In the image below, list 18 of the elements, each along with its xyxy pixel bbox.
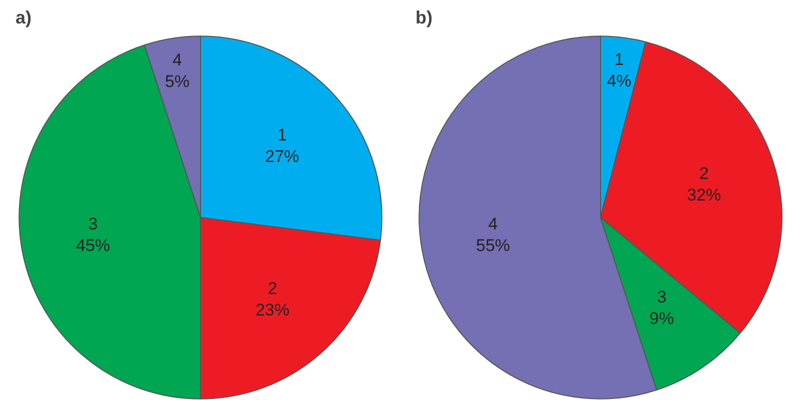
slice-label: 3 [88, 214, 98, 234]
data-label: 5% [164, 72, 190, 91]
slice-label: 4 [172, 50, 182, 70]
slice-label: 1 [277, 126, 287, 145]
slice-label: 4 [488, 214, 498, 234]
data-label: 23% [255, 300, 290, 320]
data-label: 55% [476, 236, 510, 255]
data-label: 4% [606, 71, 632, 90]
slice-label: 1 [614, 50, 624, 70]
data-label: 32% [686, 185, 722, 204]
slice-label: 2 [268, 279, 278, 298]
slice-label: 2 [699, 164, 709, 183]
slice-label: 3 [656, 288, 666, 307]
chart-title: b) [416, 8, 432, 28]
data-label: 27% [265, 146, 300, 166]
data-label: 9% [649, 308, 674, 328]
data-label: 45% [76, 236, 110, 255]
chart-title: a) [16, 8, 32, 28]
